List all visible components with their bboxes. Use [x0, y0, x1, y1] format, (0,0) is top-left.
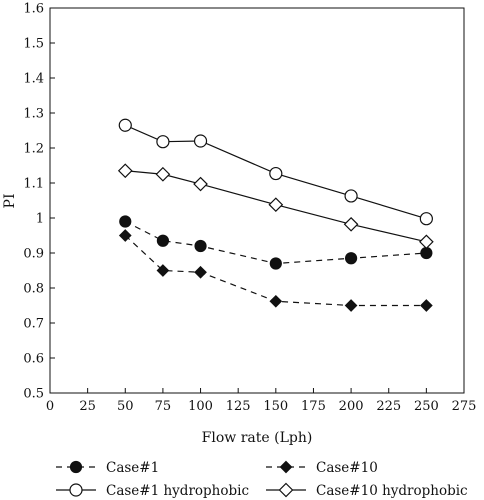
data-point — [343, 216, 359, 232]
axes — [49, 7, 465, 394]
series-1 — [119, 215, 433, 270]
series-line — [124, 235, 427, 307]
x-tick-label: 250 — [414, 399, 439, 414]
data-point — [420, 246, 433, 260]
x-tick-label: 125 — [226, 399, 251, 414]
x-tick-label: 100 — [188, 399, 213, 414]
x-tick-label: 75 — [155, 399, 172, 414]
x-tick-label: 25 — [79, 399, 96, 414]
legend-marker — [69, 460, 83, 474]
data-point — [344, 189, 358, 203]
data-point — [269, 257, 282, 270]
x-tick-label: 175 — [301, 399, 326, 414]
legend-label: Case#10 — [316, 460, 378, 476]
x-tick-label: 150 — [263, 399, 288, 414]
legend-label: Case#1 hydrophobic — [106, 483, 249, 499]
y-tick-label: 0.7 — [23, 317, 44, 332]
x-tick-label: 0 — [46, 399, 54, 414]
series-group — [117, 118, 434, 312]
x-tick-label: 275 — [452, 399, 477, 414]
data-point — [268, 197, 284, 213]
data-point — [419, 212, 433, 226]
legend-item-1: Case#1 — [56, 460, 159, 476]
y-tick-label: 0.9 — [23, 247, 44, 262]
y-tick-label: 1.1 — [23, 177, 44, 192]
legend-item-3: Case#1 hydrophobic — [56, 483, 249, 499]
y-tick-label: 1.5 — [23, 37, 44, 52]
data-point — [156, 135, 170, 149]
data-point — [118, 118, 132, 132]
legend-item-4: Case#10 hydrophobic — [266, 482, 468, 499]
data-point — [193, 176, 208, 192]
series-line — [125, 124, 427, 220]
data-point — [194, 265, 207, 279]
data-point — [117, 163, 133, 179]
x-tick-label: 50 — [117, 399, 134, 414]
data-point — [155, 166, 171, 182]
legend-label: Case#10 hydrophobic — [316, 483, 468, 499]
data-point — [269, 166, 283, 181]
data-point — [118, 229, 132, 242]
y-tick-label: 1.4 — [23, 72, 44, 87]
data-point — [156, 264, 170, 277]
legend-marker — [69, 483, 83, 497]
data-point — [344, 252, 358, 265]
y-tick-label: 0.5 — [23, 387, 44, 402]
legend: Case#1 Case#10 Case#1 hydrophobic Case#10 h… — [56, 460, 468, 499]
y-tick-label: 0.6 — [23, 352, 44, 367]
legend-marker — [278, 482, 294, 498]
y-tick-label: 0.8 — [23, 282, 44, 297]
y-axis-label: PI — [2, 194, 18, 209]
plot-frame — [49, 7, 465, 394]
data-point — [119, 215, 132, 228]
y-tick-label: 1.3 — [23, 107, 44, 122]
legend-marker — [279, 460, 293, 474]
y-tick-label: 1.6 — [23, 2, 44, 17]
x-axis-label: Flow rate (Lph) — [202, 430, 313, 446]
series-3 — [118, 118, 433, 226]
series-2 — [118, 229, 433, 312]
data-point — [269, 294, 283, 308]
series-line — [124, 220, 427, 265]
series-4 — [117, 163, 434, 250]
legend-item-2: Case#10 — [266, 460, 378, 476]
data-point — [194, 239, 207, 253]
axis-ticks: 0 25 50 75 100 125 150 175 200 225 250 275 0.5 0.6 0.7… — [23, 2, 476, 415]
legend-label: Case#1 — [106, 460, 159, 476]
data-point — [193, 134, 208, 148]
data-point — [344, 299, 358, 312]
data-point — [419, 234, 434, 250]
data-point — [156, 234, 170, 247]
x-tick-label: 225 — [376, 399, 401, 414]
y-tick-label: 1 — [36, 212, 44, 227]
y-tick-label: 1.2 — [23, 142, 44, 157]
x-tick-label: 200 — [339, 399, 364, 414]
data-point — [420, 299, 433, 312]
